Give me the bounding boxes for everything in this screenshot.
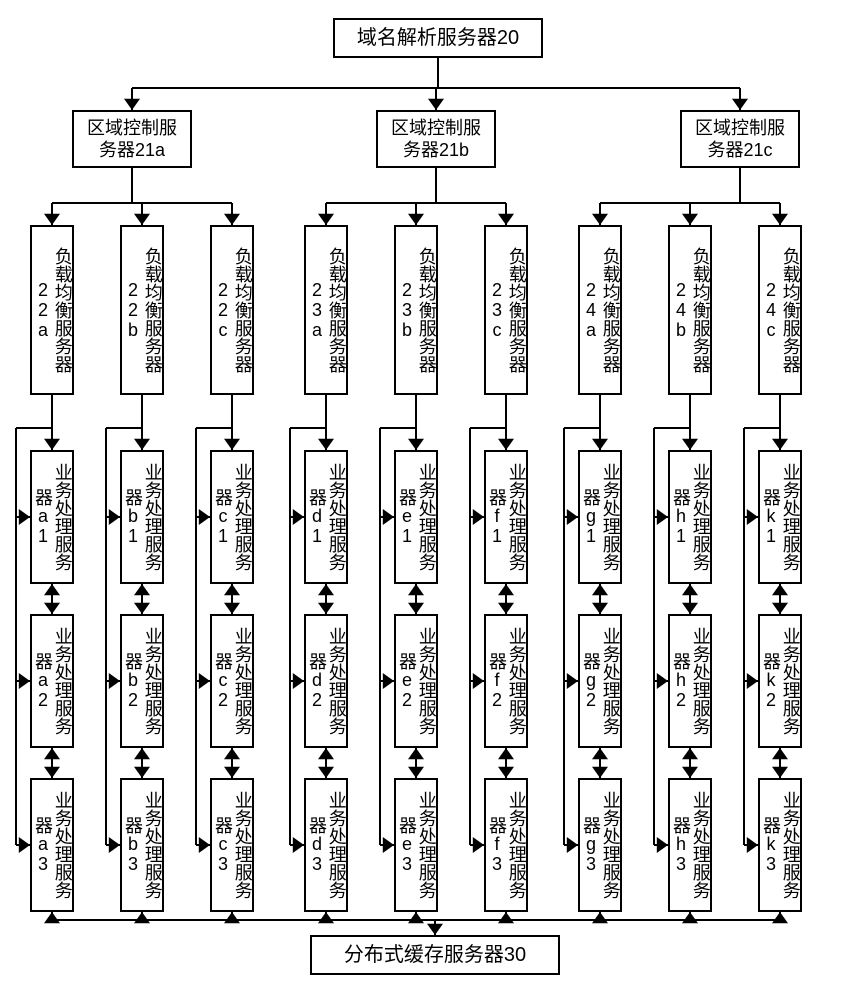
processor-6-0: 业务处理服务器g1: [578, 450, 622, 584]
load-balancer-3: 负载均衡服务器23a: [304, 225, 348, 395]
processor-4-1: 业务处理服务器e2: [394, 614, 438, 748]
processor-3-1: 业务处理服务器d2: [304, 614, 348, 748]
processor-4-0: 业务处理服务器e1: [394, 450, 438, 584]
processor-2-1: 业务处理服务器c2: [210, 614, 254, 748]
processor-2-0: 业务处理服务器c1: [210, 450, 254, 584]
load-balancer-5: 负载均衡服务器23c: [484, 225, 528, 395]
processor-0-0: 业务处理服务器a1: [30, 450, 74, 584]
cache-server: 分布式缓存服务器30: [310, 935, 560, 975]
processor-1-1: 业务处理服务器b2: [120, 614, 164, 748]
processor-4-2: 业务处理服务器e3: [394, 778, 438, 912]
load-balancer-1: 负载均衡服务器22b: [120, 225, 164, 395]
processor-8-0: 业务处理服务器k1: [758, 450, 802, 584]
processor-7-2: 业务处理服务器h3: [668, 778, 712, 912]
dns-server: 域名解析服务器20: [333, 18, 543, 58]
processor-8-2: 业务处理服务器k3: [758, 778, 802, 912]
load-balancer-7: 负载均衡服务器24b: [668, 225, 712, 395]
processor-6-2: 业务处理服务器g3: [578, 778, 622, 912]
processor-0-1: 业务处理服务器a2: [30, 614, 74, 748]
processor-7-1: 业务处理服务器h2: [668, 614, 712, 748]
load-balancer-8: 负载均衡服务器24c: [758, 225, 802, 395]
processor-5-0: 业务处理服务器f1: [484, 450, 528, 584]
load-balancer-2: 负载均衡服务器22c: [210, 225, 254, 395]
processor-2-2: 业务处理服务器c3: [210, 778, 254, 912]
processor-0-2: 业务处理服务器a3: [30, 778, 74, 912]
processor-5-2: 业务处理服务器f3: [484, 778, 528, 912]
processor-6-1: 业务处理服务器g2: [578, 614, 622, 748]
processor-3-0: 业务处理服务器d1: [304, 450, 348, 584]
load-balancer-6: 负载均衡服务器24a: [578, 225, 622, 395]
region-controller-1: 区域控制服务器21b: [376, 110, 496, 168]
load-balancer-4: 负载均衡服务器23b: [394, 225, 438, 395]
processor-1-0: 业务处理服务器b1: [120, 450, 164, 584]
load-balancer-0: 负载均衡服务器22a: [30, 225, 74, 395]
region-controller-2: 区域控制服务器21c: [680, 110, 800, 168]
processor-8-1: 业务处理服务器k2: [758, 614, 802, 748]
region-controller-0: 区域控制服务器21a: [72, 110, 192, 168]
processor-3-2: 业务处理服务器d3: [304, 778, 348, 912]
processor-7-0: 业务处理服务器h1: [668, 450, 712, 584]
processor-1-2: 业务处理服务器b3: [120, 778, 164, 912]
processor-5-1: 业务处理服务器f2: [484, 614, 528, 748]
